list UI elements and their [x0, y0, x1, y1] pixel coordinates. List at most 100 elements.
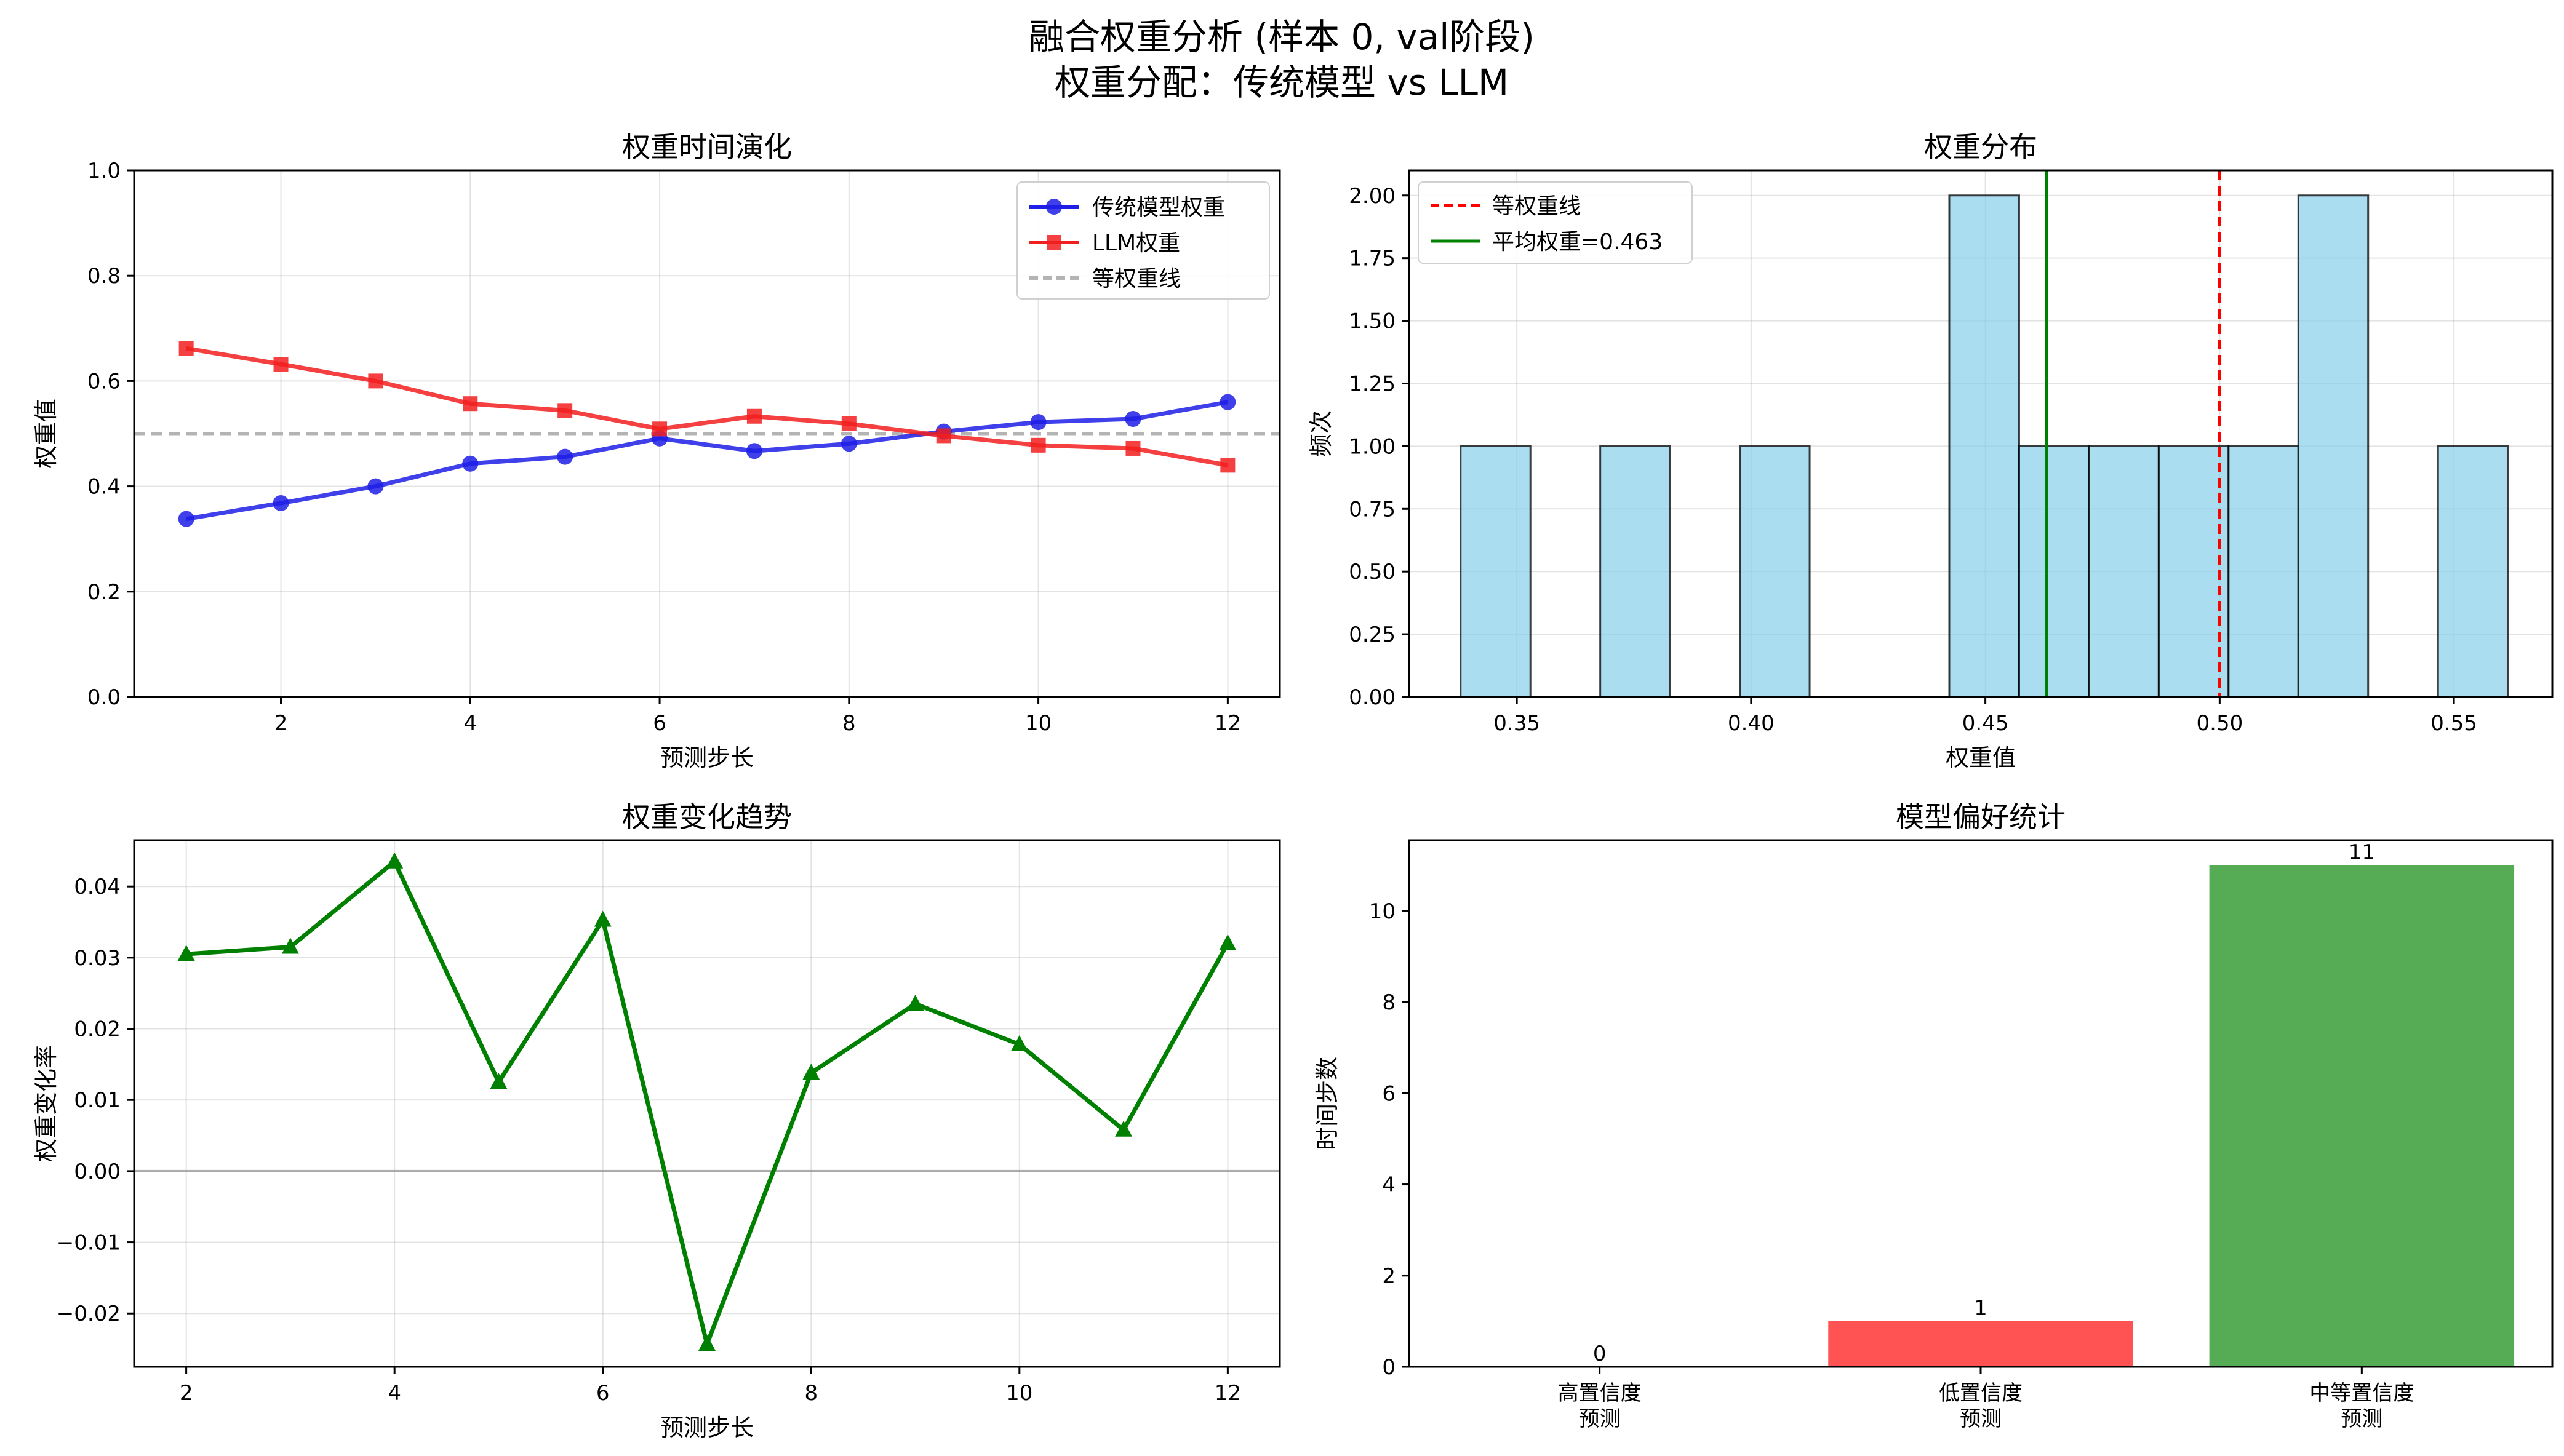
y-tick-label: 1.25	[1349, 372, 1396, 396]
x-tick-label: 低置信度	[1939, 1381, 2023, 1406]
x-tick-label: 0.40	[1728, 711, 1775, 736]
panel-title: 权重分布	[1924, 130, 2037, 164]
preference-bar	[2209, 865, 2515, 1367]
x-tick-label: 预测	[1960, 1407, 2002, 1431]
figure-title-line-1: 融合权重分析 (样本 0, val阶段)	[1029, 16, 1535, 58]
x-tick-label: 8	[804, 1381, 818, 1406]
y-tick-label: 1.75	[1349, 247, 1396, 271]
x-axis-label: 权重值	[1946, 744, 2016, 771]
series-2-point	[1220, 458, 1236, 473]
series-2-point	[746, 408, 762, 424]
y-axis-label: 频次	[1308, 410, 1335, 457]
x-tick-label: 2	[180, 1381, 193, 1406]
series-2-point	[557, 403, 573, 418]
x-tick-label: 4	[388, 1381, 401, 1406]
y-tick-label: 1.00	[1349, 434, 1396, 459]
x-tick-label: 10	[1025, 711, 1052, 736]
x-axis-label: 预测步长	[660, 744, 754, 771]
change-rate-point	[802, 1064, 820, 1080]
y-axis-label: 权重值	[33, 399, 60, 469]
series-2-point	[368, 373, 383, 389]
y-tick-label: 1.0	[87, 159, 121, 183]
y-tick-label: 0.03	[74, 946, 121, 971]
panel-title: 模型偏好统计	[1896, 800, 2066, 833]
preference-bar	[1828, 1321, 2133, 1367]
series-line-1	[186, 400, 1228, 522]
y-axis-label: 权重变化率	[33, 1045, 60, 1162]
legend-label: 平均权重=0.463	[1492, 229, 1663, 255]
y-tick-label: 4	[1382, 1173, 1396, 1198]
change-rate-point	[906, 995, 924, 1011]
series-line-2	[186, 346, 1228, 467]
series-1-point	[1030, 414, 1047, 431]
histogram-bar	[1599, 445, 1671, 698]
change-rate-point	[698, 1334, 716, 1351]
series-2-point	[1125, 440, 1141, 456]
y-tick-label: −0.01	[57, 1231, 121, 1255]
y-tick-label: 0.00	[74, 1160, 121, 1184]
histogram-bar	[1460, 445, 1532, 698]
bar-data-label: 1	[1974, 1296, 1987, 1321]
x-tick-label: 0.45	[1962, 711, 2009, 736]
change-rate-point	[177, 945, 195, 961]
y-tick-label: 0.01	[74, 1088, 121, 1113]
y-tick-label: 0.8	[87, 264, 121, 288]
y-tick-label: 0.50	[1349, 560, 1396, 584]
series-2-point	[1031, 437, 1046, 453]
series-1-point	[746, 443, 762, 459]
change-rate-point	[281, 937, 299, 954]
x-tick-label: 8	[842, 711, 856, 736]
histogram-bar	[2437, 445, 2509, 698]
legend-marker	[1046, 199, 1062, 215]
change-rate-point	[1115, 1120, 1133, 1137]
change-rate-point	[1010, 1035, 1028, 1051]
bar-data-label: 0	[1593, 1342, 1607, 1366]
weight-change-trend-panel: 2 4 6 8 10 12 −0.02 −0.01 0.00 0.01 0.02 0.03 0.04 权重…	[33, 800, 1281, 1441]
y-tick-label: 1.50	[1349, 309, 1396, 334]
x-tick-label: 预测	[1579, 1407, 1621, 1431]
x-tick-label: 0.50	[2197, 711, 2243, 736]
series-1-point	[1220, 394, 1236, 410]
panel-title: 权重时间演化	[622, 130, 792, 164]
series-2-point	[178, 341, 194, 356]
legend-marker	[1047, 235, 1061, 250]
legend-label: 等权重线	[1092, 266, 1181, 292]
series-1-point	[1125, 411, 1141, 428]
y-tick-label: −0.02	[57, 1302, 121, 1326]
series-2-point	[652, 421, 668, 437]
series-1-point	[557, 448, 573, 465]
axes-frame	[133, 169, 1281, 698]
change-rate-point	[594, 910, 612, 927]
series-1-point	[178, 511, 194, 527]
series-2-point	[463, 396, 478, 412]
change-rate-line	[186, 859, 1230, 1347]
axes-frame	[1408, 169, 2554, 698]
series-2-point	[841, 416, 857, 431]
figure-title-line-2: 权重分配：传统模型 vs LLM	[1055, 62, 1509, 103]
x-tick-label: 4	[463, 711, 477, 736]
histogram-bar	[1739, 445, 1811, 698]
y-axis-label: 时间步数	[1314, 1057, 1341, 1150]
x-tick-label: 预测	[2341, 1407, 2382, 1431]
y-tick-label: 2	[1382, 1264, 1396, 1289]
series-1-point	[462, 455, 479, 472]
weight-distribution-panel: 0.35 0.40 0.45 0.50 0.55 0.00 0.25 0.50 0.75 1.00…	[1308, 130, 2554, 771]
x-tick-label: 0.35	[1493, 711, 1540, 736]
series-1-point	[841, 436, 857, 452]
series-1-point	[273, 495, 289, 511]
x-tick-label: 2	[274, 711, 288, 736]
histogram-bar	[2297, 194, 2370, 698]
y-tick-label: 6	[1382, 1081, 1396, 1106]
change-rate-point	[1219, 934, 1237, 950]
y-tick-label: 10	[1369, 899, 1396, 924]
bar-data-label: 11	[2349, 840, 2375, 865]
y-tick-label: 0	[1382, 1355, 1396, 1380]
panel-title: 权重变化趋势	[622, 800, 792, 833]
y-tick-label: 0.6	[87, 369, 121, 394]
y-tick-label: 0.4	[87, 475, 121, 499]
x-tick-label: 10	[1006, 1381, 1032, 1406]
axes-frame	[133, 839, 1281, 1368]
